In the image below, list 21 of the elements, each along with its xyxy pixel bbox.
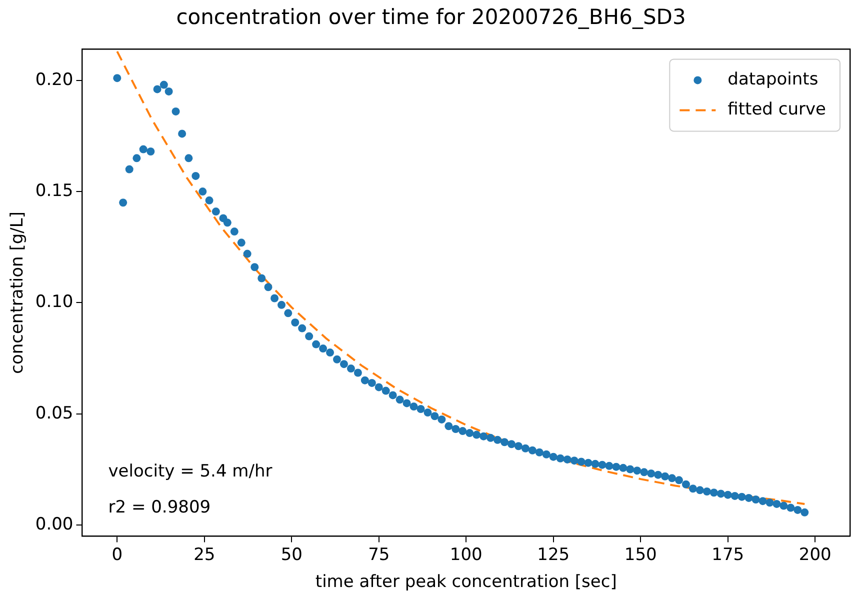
legend-label: fitted curve <box>728 100 826 120</box>
x-tick-label: 25 <box>194 544 216 565</box>
x-tick-label: 175 <box>712 544 744 565</box>
x-tick-label: 50 <box>280 544 302 565</box>
x-tick-label: 0 <box>112 544 123 565</box>
x-tick-label: 125 <box>537 544 570 565</box>
chart-title: concentration over time for 20200726_BH6_SD3 <box>176 5 686 30</box>
x-tick-label: 200 <box>798 544 832 565</box>
y-axis-title: concentration [g/L] <box>8 211 28 374</box>
annotation: r2 = 0.9809 <box>108 498 211 518</box>
y-tick-label: 0.10 <box>35 292 74 312</box>
x-tick-label: 150 <box>624 544 657 565</box>
y-tick-label: 0.20 <box>35 70 74 90</box>
legend-label: datapoints <box>728 70 818 90</box>
annotation: velocity = 5.4 m/hr <box>108 462 272 482</box>
x-axis-title: time after peak concentration [sec] <box>315 572 617 592</box>
x-tick-label: 100 <box>450 544 482 565</box>
x-tick-label: 75 <box>368 544 390 565</box>
y-tick-label: 0.15 <box>35 180 74 201</box>
y-tick-label: 0.00 <box>35 514 74 535</box>
y-tick-label: 0.05 <box>35 403 74 424</box>
